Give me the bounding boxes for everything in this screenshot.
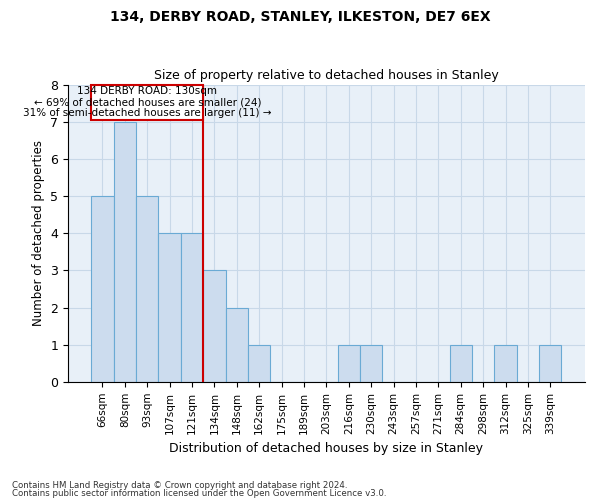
Bar — [203, 270, 226, 382]
Text: Contains HM Land Registry data © Crown copyright and database right 2024.: Contains HM Land Registry data © Crown c… — [12, 481, 347, 490]
Bar — [360, 344, 382, 382]
X-axis label: Distribution of detached houses by size in Stanley: Distribution of detached houses by size … — [169, 442, 484, 455]
Text: 134 DERBY ROAD: 130sqm: 134 DERBY ROAD: 130sqm — [77, 86, 217, 96]
Text: 31% of semi-detached houses are larger (11) →: 31% of semi-detached houses are larger (… — [23, 108, 272, 118]
Bar — [539, 344, 562, 382]
Bar — [113, 122, 136, 382]
Bar — [226, 308, 248, 382]
Title: Size of property relative to detached houses in Stanley: Size of property relative to detached ho… — [154, 69, 499, 82]
Text: ← 69% of detached houses are smaller (24): ← 69% of detached houses are smaller (24… — [34, 97, 261, 107]
Bar — [494, 344, 517, 382]
Bar — [338, 344, 360, 382]
Bar — [248, 344, 271, 382]
Bar — [158, 233, 181, 382]
Y-axis label: Number of detached properties: Number of detached properties — [32, 140, 44, 326]
Bar — [91, 196, 113, 382]
Text: Contains public sector information licensed under the Open Government Licence v3: Contains public sector information licen… — [12, 488, 386, 498]
Bar — [136, 196, 158, 382]
Text: 134, DERBY ROAD, STANLEY, ILKESTON, DE7 6EX: 134, DERBY ROAD, STANLEY, ILKESTON, DE7 … — [110, 10, 490, 24]
Bar — [181, 233, 203, 382]
Bar — [91, 84, 203, 120]
Bar — [449, 344, 472, 382]
